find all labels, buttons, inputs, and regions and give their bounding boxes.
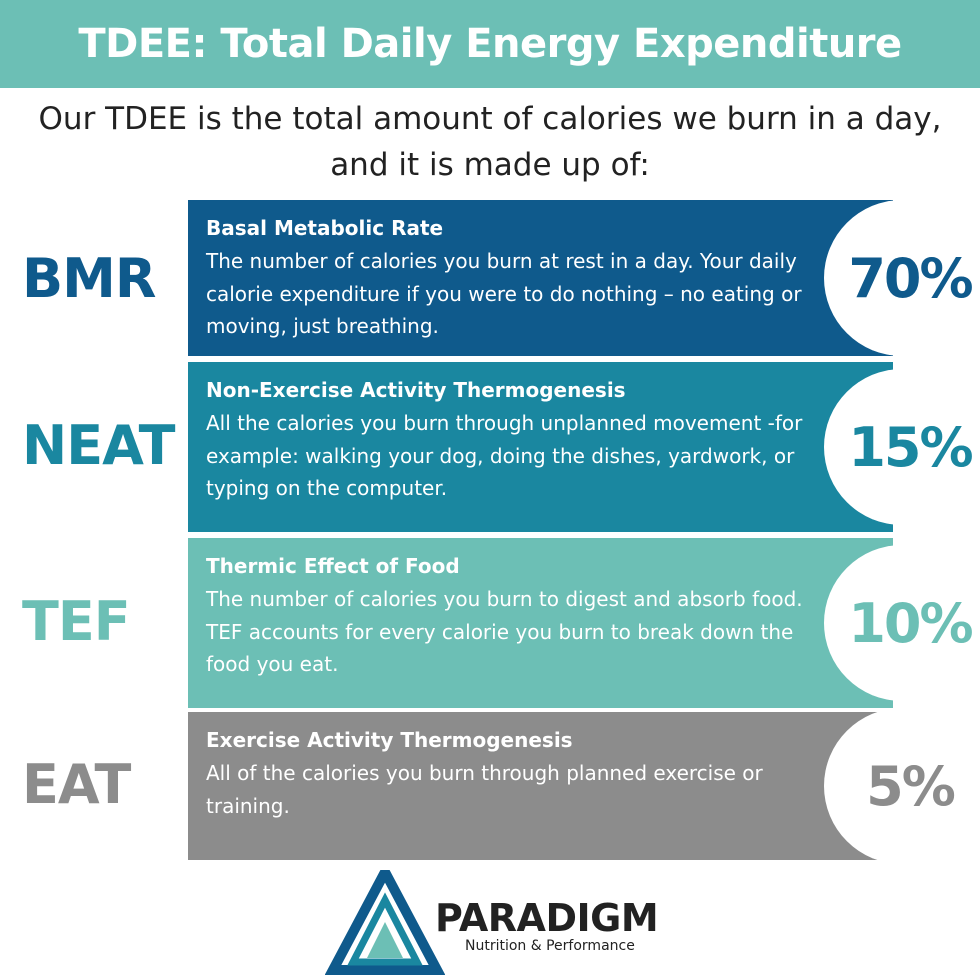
percent-circle: 15% xyxy=(824,369,980,525)
component-panel: Exercise Activity Thermogenesis All of t… xyxy=(188,712,893,860)
component-row-tef: TEF Thermic Effect of Food The number of… xyxy=(0,538,980,708)
header-banner: TDEE: Total Daily Energy Expenditure xyxy=(0,0,980,88)
intro-text: Our TDEE is the total amount of calories… xyxy=(38,101,942,183)
component-abbr: BMR xyxy=(22,247,156,310)
component-description: All the calories you burn through unplan… xyxy=(206,411,803,500)
component-description: The number of calories you burn at rest … xyxy=(206,249,802,338)
component-title: Exercise Activity Thermogenesis xyxy=(206,728,573,752)
component-description: All of the calories you burn through pla… xyxy=(206,761,763,818)
component-percent: 70% xyxy=(848,246,973,310)
component-percent: 15% xyxy=(848,415,973,479)
component-abbr: EAT xyxy=(22,753,131,816)
page-title: TDEE: Total Daily Energy Expenditure xyxy=(78,21,902,67)
component-title: Thermic Effect of Food xyxy=(206,554,460,578)
brand-tagline: Nutrition & Performance xyxy=(465,938,635,954)
component-title: Basal Metabolic Rate xyxy=(206,216,444,240)
percent-circle: 10% xyxy=(824,545,980,701)
percent-circle: 70% xyxy=(824,200,980,356)
component-panel: Non-Exercise Activity Thermogenesis All … xyxy=(188,362,893,532)
component-title: Non-Exercise Activity Thermogenesis xyxy=(206,378,626,402)
percent-circle: 5% xyxy=(824,708,980,864)
component-row-neat: NEAT Non-Exercise Activity Thermogenesis… xyxy=(0,362,980,532)
component-abbr: NEAT xyxy=(22,414,176,477)
brand-logo: PARADIGM Nutrition & Performance xyxy=(325,870,695,975)
brand-name: PARADIGM xyxy=(435,896,659,940)
component-row-bmr: BMR Basal Metabolic Rate The number of c… xyxy=(0,200,980,356)
component-abbr: TEF xyxy=(22,590,131,653)
component-panel: Thermic Effect of Food The number of cal… xyxy=(188,538,893,708)
component-description: The number of calories you burn to diges… xyxy=(206,587,803,676)
component-percent: 10% xyxy=(848,591,973,655)
component-panel: Basal Metabolic Rate The number of calor… xyxy=(188,200,893,356)
paradigm-triangle-logo-icon xyxy=(325,870,445,975)
component-row-eat: EAT Exercise Activity Thermogenesis All … xyxy=(0,708,980,864)
component-percent: 5% xyxy=(866,754,956,818)
